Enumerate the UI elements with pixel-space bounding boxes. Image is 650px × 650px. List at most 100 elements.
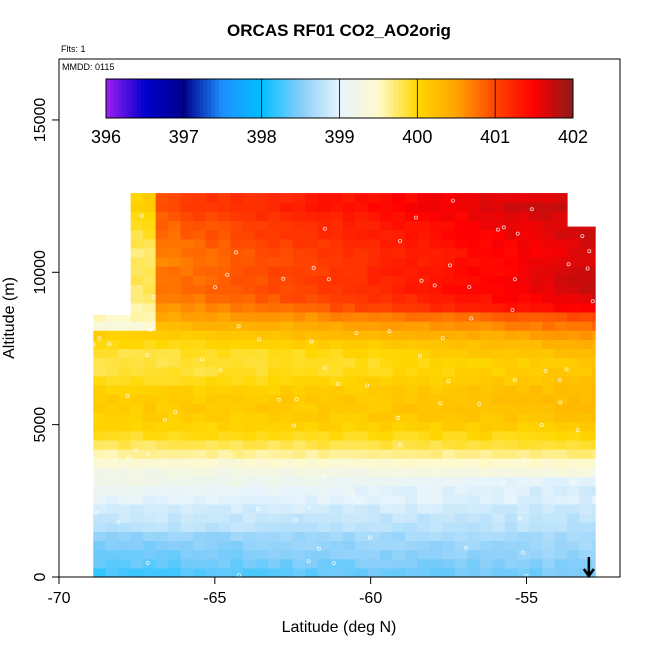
heatmap-cell bbox=[118, 567, 132, 578]
x-tick-label: -70 bbox=[47, 590, 70, 607]
heatmap-cell bbox=[492, 430, 506, 441]
heatmap-cell bbox=[155, 458, 169, 468]
heatmap-cell bbox=[168, 485, 182, 496]
heatmap-cell bbox=[467, 412, 481, 423]
heatmap-cell bbox=[479, 513, 493, 523]
heatmap-cell bbox=[504, 220, 518, 231]
heatmap-cell bbox=[554, 494, 568, 505]
heatmap-cell bbox=[380, 567, 394, 578]
heatmap-cell bbox=[242, 257, 256, 267]
heatmap-cell bbox=[554, 257, 568, 267]
heatmap-cell bbox=[205, 302, 219, 313]
heatmap-cell bbox=[367, 458, 381, 468]
heatmap-cell bbox=[317, 513, 331, 523]
heatmap-cell bbox=[529, 430, 543, 441]
heatmap-cell bbox=[305, 449, 319, 459]
heatmap-cell bbox=[392, 458, 406, 468]
heatmap-cell bbox=[193, 403, 207, 414]
heatmap-cell bbox=[217, 357, 232, 368]
heatmap-cell bbox=[355, 366, 369, 377]
heatmap-cell bbox=[392, 531, 406, 542]
heatmap-cell bbox=[492, 357, 506, 368]
heatmap-cell bbox=[492, 339, 506, 350]
heatmap-cell bbox=[479, 439, 493, 450]
heatmap-cell bbox=[492, 366, 506, 377]
heatmap-cell bbox=[380, 485, 394, 496]
heatmap-cell bbox=[404, 311, 419, 322]
heatmap-cell bbox=[168, 394, 182, 404]
heatmap-cell bbox=[168, 366, 182, 377]
heatmap-cell bbox=[330, 220, 344, 231]
heatmap-cell bbox=[267, 403, 281, 414]
heatmap-cell bbox=[292, 403, 306, 414]
heatmap-cell bbox=[429, 558, 443, 569]
heatmap-cell bbox=[193, 275, 207, 286]
heatmap-cell bbox=[292, 503, 306, 514]
heatmap-cell bbox=[217, 458, 232, 468]
heatmap-cell bbox=[317, 220, 331, 231]
heatmap-cell bbox=[404, 193, 419, 203]
heatmap-cell bbox=[130, 430, 144, 441]
heatmap-cell bbox=[492, 266, 506, 276]
heatmap-cell bbox=[217, 220, 232, 231]
heatmap-cell bbox=[442, 229, 456, 240]
heatmap-cell bbox=[193, 458, 207, 468]
heatmap-cell bbox=[380, 385, 394, 395]
colorbar-segment bbox=[226, 79, 232, 118]
heatmap-cell bbox=[180, 202, 194, 212]
heatmap-cell bbox=[392, 348, 406, 359]
heatmap-cell bbox=[467, 193, 481, 203]
observation-point bbox=[148, 327, 153, 332]
heatmap-cell bbox=[193, 311, 207, 322]
heatmap-cell bbox=[205, 357, 219, 368]
heatmap-cell bbox=[155, 567, 169, 578]
colorbar-segment bbox=[390, 79, 395, 118]
heatmap-cell bbox=[267, 275, 281, 286]
heatmap-cell bbox=[479, 458, 493, 468]
heatmap-cell bbox=[442, 567, 456, 578]
heatmap-cell bbox=[255, 449, 269, 459]
heatmap-cell bbox=[143, 275, 157, 286]
colorbar-segment bbox=[281, 79, 286, 118]
heatmap-cell bbox=[454, 540, 468, 551]
heatmap-cell bbox=[467, 357, 481, 368]
heatmap-cell bbox=[217, 229, 232, 240]
heatmap-cell bbox=[330, 558, 344, 569]
heatmap-cell bbox=[554, 476, 568, 487]
heatmap-cell bbox=[492, 531, 506, 542]
heatmap-cell bbox=[317, 449, 331, 459]
heatmap-cell bbox=[305, 321, 319, 331]
heatmap-cell bbox=[392, 540, 406, 551]
heatmap-cell bbox=[467, 366, 481, 377]
heatmap-cell bbox=[205, 211, 219, 222]
heatmap-cell bbox=[118, 476, 132, 487]
heatmap-cell bbox=[180, 403, 194, 414]
heatmap-cell bbox=[367, 330, 381, 340]
heatmap-cell bbox=[230, 293, 244, 304]
heatmap-cell bbox=[193, 385, 207, 395]
heatmap-cell bbox=[180, 229, 194, 240]
heatmap-cell bbox=[317, 439, 331, 450]
heatmap-cell bbox=[567, 394, 581, 404]
observation-point bbox=[230, 453, 235, 458]
heatmap-cell bbox=[504, 513, 518, 523]
heatmap-cell bbox=[467, 211, 481, 222]
heatmap-cell bbox=[404, 476, 419, 487]
heatmap-cell bbox=[242, 513, 256, 523]
heatmap-cell bbox=[267, 375, 281, 386]
heatmap-cell bbox=[529, 494, 543, 505]
heatmap-cell bbox=[442, 421, 456, 432]
heatmap-cell bbox=[492, 202, 506, 212]
heatmap-cell bbox=[217, 366, 232, 377]
heatmap-cell bbox=[230, 385, 244, 395]
heatmap-cell bbox=[292, 211, 306, 222]
heatmap-cell bbox=[242, 220, 256, 231]
heatmap-cell bbox=[492, 193, 506, 203]
heatmap-cell bbox=[155, 257, 169, 267]
heatmap-cell bbox=[155, 449, 169, 459]
heatmap-cell bbox=[454, 257, 468, 267]
heatmap-cell bbox=[330, 531, 344, 542]
heatmap-cell bbox=[367, 485, 381, 496]
heatmap-cell bbox=[130, 513, 144, 523]
heatmap-cell bbox=[442, 202, 456, 212]
